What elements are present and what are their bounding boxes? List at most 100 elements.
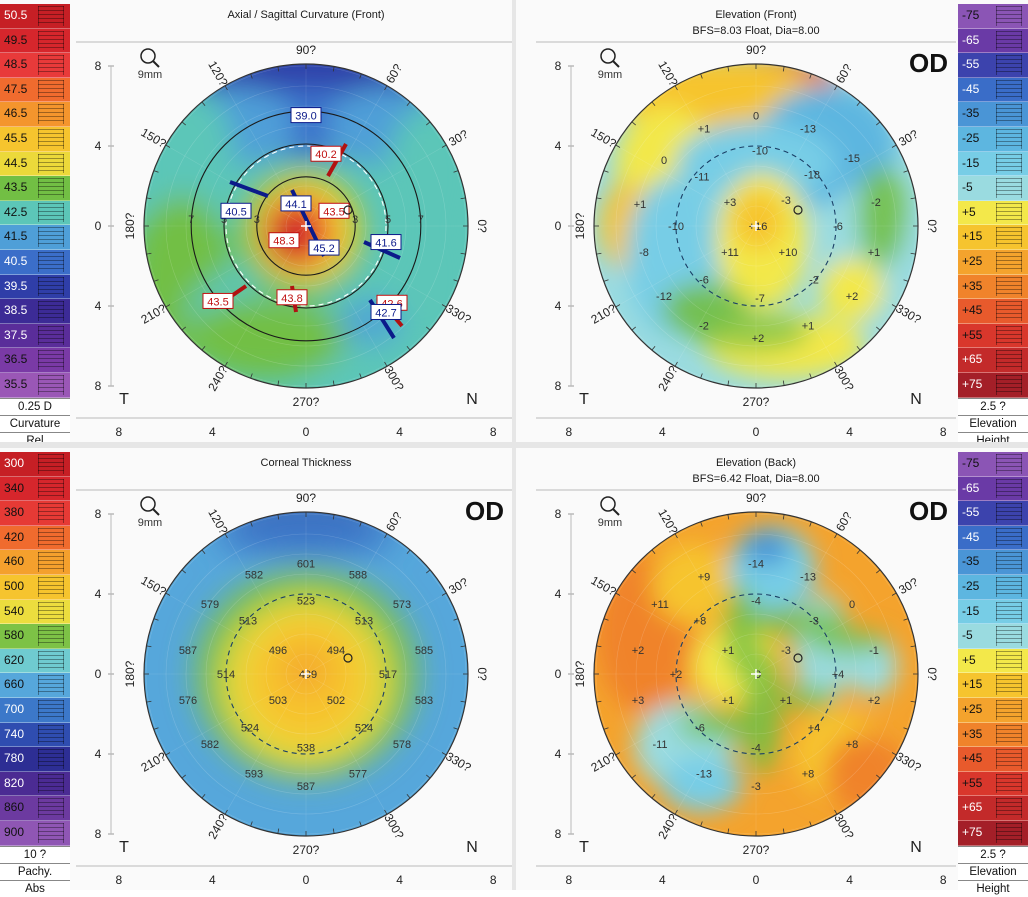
curvature-value: 40.5 bbox=[220, 202, 252, 219]
degree-label: 90? bbox=[746, 43, 766, 57]
map-value: +11 bbox=[721, 247, 739, 259]
degree-label: 330? bbox=[893, 301, 923, 327]
zoom-magnifier-icon[interactable]: 9mm bbox=[138, 496, 162, 529]
scale-label: -55 bbox=[962, 505, 980, 520]
scale-entry: -45 bbox=[958, 77, 1028, 103]
scale-label: 700 bbox=[4, 701, 25, 716]
map-value: -6 bbox=[833, 221, 843, 233]
map-value: 0 bbox=[849, 599, 855, 611]
value-text: 42.7 bbox=[375, 307, 396, 319]
map-value: 502 bbox=[327, 695, 345, 707]
scale-entry: 860 bbox=[0, 796, 70, 821]
scale-label: -65 bbox=[962, 480, 980, 495]
x-tick-label: 0 bbox=[303, 873, 310, 887]
scale-entry: 900 bbox=[0, 820, 70, 846]
scale-entry: 340 bbox=[0, 476, 70, 502]
y-tick-label: 8 bbox=[555, 379, 562, 393]
scale-entry: 45.5 bbox=[0, 126, 70, 152]
scale-label: 38.5 bbox=[4, 303, 28, 318]
scale-entry: -15 bbox=[958, 599, 1028, 625]
scale-entry: 48.5 bbox=[0, 53, 70, 78]
map-value: -6 bbox=[699, 274, 709, 286]
y-tick-label: 4 bbox=[95, 747, 102, 761]
curvature-value: 41.6 bbox=[370, 234, 402, 251]
scale-entry: +55 bbox=[958, 323, 1028, 349]
map-value: +2 bbox=[670, 669, 683, 681]
scale-label: +5 bbox=[962, 652, 976, 667]
zoom-label: 9mm bbox=[598, 517, 622, 529]
zoom-magnifier-icon[interactable]: 9mm bbox=[598, 48, 622, 81]
map-value: -3 bbox=[751, 781, 761, 793]
degree-label: 30? bbox=[896, 127, 921, 149]
map-value: 576 bbox=[179, 695, 197, 707]
scale-entry: +55 bbox=[958, 771, 1028, 797]
scale-entry: +5 bbox=[958, 200, 1028, 226]
scale-entry: +35 bbox=[958, 722, 1028, 748]
map-value: -11 bbox=[652, 739, 667, 751]
scale-label: 43.5 bbox=[4, 180, 28, 195]
map-value: +1 bbox=[722, 645, 735, 657]
curvature-value: 43.5 bbox=[318, 202, 350, 219]
scale-label: 47.5 bbox=[4, 81, 28, 96]
temporal-label: T bbox=[119, 391, 129, 408]
scale-label: -75 bbox=[962, 456, 980, 470]
scale-label: 39.5 bbox=[4, 278, 28, 293]
map-value: +1 bbox=[722, 695, 735, 707]
scale-entry: -45 bbox=[958, 525, 1028, 551]
y-tick-label: 4 bbox=[95, 139, 102, 153]
scale-label: 50.5 bbox=[4, 8, 28, 22]
zoom-magnifier-icon[interactable]: 9mm bbox=[598, 496, 622, 529]
scale-label: +5 bbox=[962, 204, 976, 219]
map-value: 588 bbox=[349, 570, 367, 582]
scale-entry: +35 bbox=[958, 274, 1028, 300]
map-value: 524 bbox=[241, 722, 259, 734]
scale-label: 45.5 bbox=[4, 130, 28, 145]
scale-entry: -75 bbox=[958, 4, 1028, 29]
y-tick-label: 8 bbox=[95, 59, 102, 73]
scale-label: +15 bbox=[962, 677, 983, 692]
map-value: 523 bbox=[297, 595, 315, 607]
scale-footer: Elevation bbox=[958, 862, 1028, 880]
scale-label: -55 bbox=[962, 57, 980, 72]
scale-entry: 50.5 bbox=[0, 4, 70, 29]
degree-label: 300? bbox=[381, 363, 407, 393]
map-value: +4 bbox=[808, 722, 821, 734]
map-value: 579 bbox=[201, 599, 219, 611]
pupil-center-marker bbox=[343, 653, 353, 663]
pachy-color-scale: 300 340 380 420 460 500 540 580 620 660 700 740 780 8… bbox=[0, 452, 70, 897]
scale-entry: 43.5 bbox=[0, 176, 70, 201]
y-tick-label: 8 bbox=[95, 507, 102, 521]
ring-label: 7 bbox=[188, 214, 194, 226]
scale-entry: 37.5 bbox=[0, 323, 70, 349]
scale-label: -65 bbox=[962, 32, 980, 47]
zoom-magnifier-icon[interactable]: 9mm bbox=[138, 48, 162, 81]
x-tick-label: 0 bbox=[303, 425, 310, 439]
map-value: 0 bbox=[753, 111, 759, 123]
scale-entry: 380 bbox=[0, 501, 70, 526]
x-tick-label: 4 bbox=[846, 873, 853, 887]
scale-entry: +15 bbox=[958, 673, 1028, 698]
map-value: +3 bbox=[724, 197, 737, 209]
map-value: 499 bbox=[299, 669, 317, 681]
map-value: -12 bbox=[656, 291, 672, 303]
axial-map-svg: Axial / Sagittal Curvature (Front)9mm840… bbox=[76, 9, 512, 439]
degree-label: 330? bbox=[443, 749, 473, 775]
scale-label: +35 bbox=[962, 278, 983, 293]
scale-label: +75 bbox=[962, 376, 983, 391]
degree-label: 300? bbox=[831, 363, 857, 393]
scale-label: 620 bbox=[4, 652, 25, 667]
map-value: 503 bbox=[269, 695, 287, 707]
y-tick-label: 4 bbox=[555, 587, 562, 601]
x-tick-label: 0 bbox=[753, 425, 760, 439]
scale-label: 48.5 bbox=[4, 57, 28, 72]
scale-label: 42.5 bbox=[4, 204, 28, 219]
map-value: +1 bbox=[802, 320, 815, 332]
x-tick-label: 8 bbox=[490, 425, 497, 439]
scale-entry: -55 bbox=[958, 501, 1028, 526]
scale-footer: 2.5 ? bbox=[958, 397, 1028, 415]
map-value: -10 bbox=[752, 146, 768, 158]
eye-label: OD bbox=[465, 496, 504, 526]
scale-entry: 300 bbox=[0, 452, 70, 477]
pupil-center-marker bbox=[793, 653, 803, 663]
scale-entry: +25 bbox=[958, 249, 1028, 275]
